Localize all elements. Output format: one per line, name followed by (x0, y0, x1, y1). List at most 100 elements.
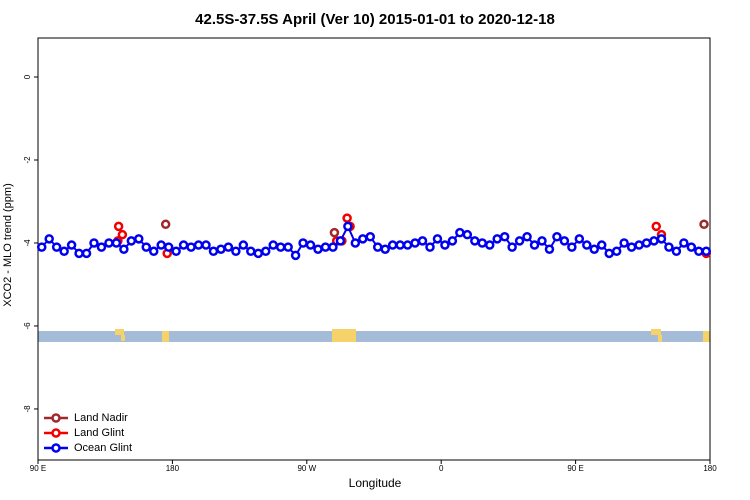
data-point (36, 242, 47, 252)
data-point (342, 213, 352, 223)
data-point (484, 240, 495, 250)
y-tick-label: 0 (23, 74, 32, 79)
data-point (104, 238, 114, 248)
data-point (440, 240, 450, 250)
data-point (117, 229, 128, 240)
data-point (596, 240, 607, 250)
data-point (365, 232, 376, 242)
data-point (582, 240, 592, 250)
legend-label: Ocean Glint (74, 442, 132, 454)
x-axis-label: Longitude (349, 476, 402, 490)
data-point (290, 250, 301, 261)
data-point (686, 242, 697, 252)
data-point (552, 232, 562, 242)
legend-marker (51, 443, 61, 453)
data-point (208, 246, 219, 257)
data-point (455, 227, 465, 238)
data-point (160, 219, 171, 230)
data-point (96, 242, 107, 252)
y-tick-label: -4 (23, 239, 32, 247)
data-point (417, 236, 428, 246)
x-tick-label: 90 E (567, 464, 583, 473)
data-point (559, 236, 570, 246)
data-point (74, 248, 84, 259)
data-point (141, 242, 152, 252)
data-point (193, 240, 204, 250)
data-point (223, 242, 234, 252)
legend-label: Land Nadir (74, 412, 128, 424)
data-point (611, 246, 622, 257)
data-point (529, 240, 540, 250)
data-point (51, 242, 62, 252)
data-point (201, 240, 211, 250)
data-point (89, 238, 99, 248)
data-point (328, 242, 338, 252)
data-point (619, 238, 629, 248)
data-point (664, 242, 674, 252)
data-point (171, 246, 181, 257)
data-point (447, 236, 458, 246)
data-point (178, 240, 189, 250)
data-point (81, 248, 92, 259)
data-point (380, 244, 390, 254)
data-point (343, 221, 353, 232)
data-point (305, 240, 316, 250)
data-point (651, 221, 661, 232)
data-point (66, 240, 77, 250)
data-point (410, 238, 420, 248)
data-point (641, 238, 652, 248)
data-point (320, 242, 331, 252)
x-tick-label: 180 (703, 464, 717, 473)
data-point (134, 234, 144, 244)
data-point (44, 234, 54, 244)
data-point (499, 232, 510, 242)
data-point (313, 244, 323, 254)
x-tick-label: 90 E (30, 464, 46, 473)
y-tick-label: -2 (23, 156, 32, 164)
data-point (358, 234, 368, 244)
data-point (432, 234, 443, 244)
data-point (253, 248, 264, 259)
data-point (470, 236, 480, 246)
data-point (275, 242, 286, 252)
data-point (387, 240, 398, 250)
data-point (216, 244, 226, 254)
data-point (604, 248, 614, 259)
data-point (329, 227, 340, 238)
y-axis-label: XCO2 - MLO trend (ppm) (2, 183, 14, 306)
x-tick-label: 180 (166, 464, 180, 473)
data-point (126, 236, 137, 246)
data-point (156, 240, 166, 250)
data-point (59, 246, 69, 257)
y-tick-label: -6 (23, 322, 32, 330)
data-point (113, 221, 124, 232)
land-strip (38, 329, 710, 342)
data-point (679, 238, 689, 248)
chart-title: 42.5S-37.5S April (Ver 10) 2015-01-01 to… (195, 11, 555, 28)
data-point (298, 238, 308, 248)
data-point (283, 242, 293, 252)
data-point (163, 242, 174, 252)
x-tick-label: 90 W (297, 464, 316, 473)
data-point (537, 236, 547, 246)
data-point (574, 234, 585, 244)
data-point (425, 242, 435, 252)
data-point (260, 246, 271, 257)
data-point (335, 236, 346, 246)
data-point (350, 238, 361, 248)
data-point (507, 242, 517, 252)
data-point (544, 244, 555, 254)
legend-marker (51, 428, 61, 438)
data-point (119, 244, 129, 254)
data-point (238, 240, 249, 250)
data-point (462, 229, 473, 240)
data-point (186, 242, 196, 252)
data-point (402, 240, 413, 250)
data-point (701, 246, 712, 257)
data-point (372, 242, 383, 252)
data-point (699, 219, 709, 230)
legend-label: Land Glint (74, 427, 124, 439)
data-point (694, 246, 704, 257)
data-point (395, 240, 405, 250)
